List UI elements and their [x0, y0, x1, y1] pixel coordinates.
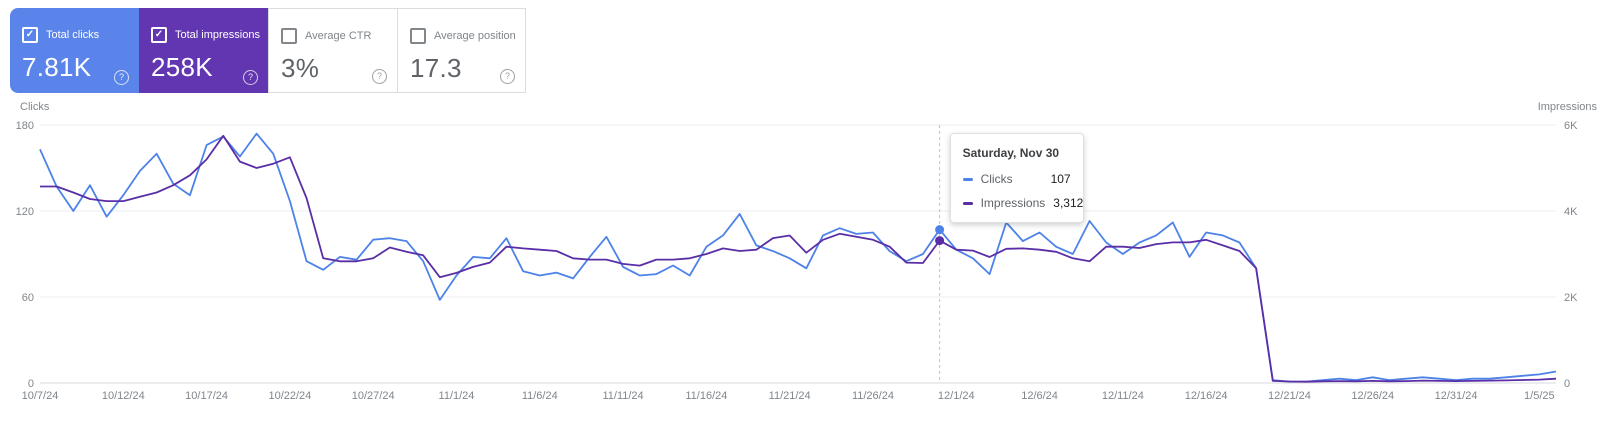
help-icon[interactable]: ? [500, 69, 515, 84]
x-axis-tick: 12/1/24 [938, 390, 975, 402]
card-value: 3% [281, 53, 320, 83]
x-axis-tick: 12/11/24 [1102, 390, 1144, 402]
hover-marker-clicks [935, 225, 945, 235]
card-label: Average CTR [305, 30, 372, 42]
tooltip-label: Impressions [980, 196, 1046, 210]
tooltip-label: Clicks [980, 172, 1013, 186]
checkbox-checked-icon[interactable]: ✓ [151, 27, 167, 43]
x-axis-tick: 1/5/25 [1524, 390, 1555, 402]
left-axis-tick: 120 [16, 206, 34, 218]
x-axis-tick: 10/7/24 [22, 390, 59, 402]
series-line-impressions [40, 134, 1557, 383]
series-line-clicks [39, 132, 1557, 383]
x-axis-tick: 11/26/24 [852, 390, 894, 402]
tooltip-date: Saturday, Nov 30 [962, 146, 1060, 160]
card-label: Average position [434, 30, 516, 42]
card-total-clicks[interactable]: ✓ Total clicks 7.81K ? [10, 8, 139, 93]
x-axis-tick: 11/16/24 [685, 390, 727, 402]
left-axis-tick: 180 [16, 120, 34, 132]
hover-marker-impressions [935, 236, 945, 246]
left-axis-tick: 60 [22, 292, 34, 304]
x-axis-tick: 10/27/24 [352, 390, 395, 402]
help-icon[interactable]: ? [114, 70, 129, 85]
card-value: 258K [151, 52, 213, 82]
chart-tooltip: Saturday, Nov 30 Clicks 107 Impressions … [949, 133, 1084, 223]
x-axis-tick: 11/21/24 [769, 390, 811, 402]
checkbox-checked-icon[interactable]: ✓ [22, 27, 38, 43]
x-axis-tick: 12/6/24 [1021, 390, 1058, 402]
left-axis-tick: 0 [28, 378, 34, 390]
x-axis-tick: 11/6/24 [522, 390, 558, 402]
right-axis-tick: 4K [1564, 206, 1578, 218]
impressions-swatch-icon [962, 201, 973, 205]
x-axis-tick: 10/22/24 [268, 390, 311, 402]
clicks-swatch-icon [962, 177, 973, 181]
help-icon[interactable]: ? [243, 70, 258, 85]
checkbox-unchecked-icon[interactable]: ✓ [281, 28, 297, 44]
x-axis-tick: 11/1/24 [439, 390, 475, 402]
card-label: Total impressions [175, 29, 260, 41]
check-glyph: ✓ [25, 29, 35, 40]
x-axis-tick: 10/17/24 [185, 390, 228, 402]
x-axis-tick: 11/11/24 [602, 390, 643, 402]
x-axis-tick: 12/21/24 [1268, 390, 1311, 402]
x-axis-tick: 12/31/24 [1435, 390, 1478, 402]
metric-cards: ✓ Total clicks 7.81K ? ✓ Total impressio… [10, 8, 526, 93]
right-axis-tick: 6K [1564, 120, 1578, 132]
card-average-position[interactable]: ✓ Average position 17.3 ? [397, 8, 526, 93]
x-axis-tick: 12/16/24 [1185, 390, 1228, 402]
right-axis-title: Impressions [1538, 101, 1598, 113]
tooltip-row-clicks: Clicks 107 [962, 172, 1071, 186]
card-label: Total clicks [46, 29, 100, 41]
card-value: 17.3 [410, 53, 462, 83]
card-value: 7.81K [22, 52, 92, 82]
card-average-ctr[interactable]: ✓ Average CTR 3% ? [268, 8, 397, 93]
tooltip-value: 3,312 [1053, 196, 1084, 210]
card-total-impressions[interactable]: ✓ Total impressions 258K ? [139, 8, 268, 93]
help-icon[interactable]: ? [372, 69, 387, 84]
tooltip-value: 107 [1050, 172, 1071, 186]
tooltip-row-impressions: Impressions 3,312 [962, 196, 1083, 210]
checkbox-unchecked-icon[interactable]: ✓ [410, 28, 426, 44]
left-axis-title: Clicks [20, 101, 50, 113]
right-axis-tick: 2K [1564, 292, 1578, 304]
x-axis-tick: 10/12/24 [102, 390, 145, 402]
x-axis-tick: 12/26/24 [1351, 390, 1394, 402]
right-axis-tick: 0 [1564, 378, 1570, 390]
check-glyph: ✓ [154, 29, 164, 40]
